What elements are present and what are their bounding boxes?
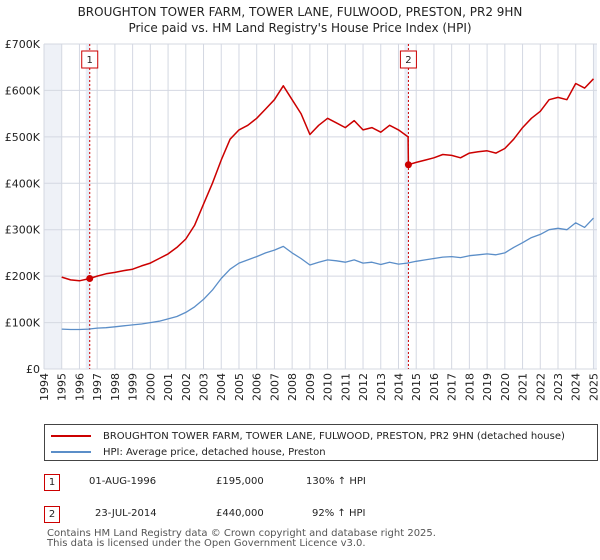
legend-swatch-hpi (51, 451, 91, 453)
x-tick-label: 2024 (570, 373, 583, 401)
transaction-hpi: 92% ↑ HPI (312, 508, 366, 519)
x-tick-label: 2021 (517, 373, 530, 401)
legend-item-property: BROUGHTON TOWER FARM, TOWER LANE, FULWOO… (51, 429, 565, 443)
x-tick-label: 2010 (322, 373, 335, 401)
annotation-band (404, 44, 409, 369)
transaction-hpi: 130% ↑ HPI (306, 476, 366, 487)
chart-title: BROUGHTON TOWER FARM, TOWER LANE, FULWOO… (77, 5, 523, 19)
legend-item-hpi: HPI: Average price, detached house, Pres… (51, 445, 326, 459)
annotation-band (85, 44, 90, 369)
series-line-hpi (61, 217, 594, 331)
y-tick-label: £400K (5, 177, 41, 190)
x-tick-label: 2020 (499, 373, 512, 401)
legend-swatch-property (51, 435, 91, 437)
x-tick-label: 1995 (56, 373, 69, 401)
x-tick-label: 2007 (268, 373, 281, 401)
x-tick-label: 1997 (91, 373, 104, 401)
y-tick-label: £300K (5, 224, 41, 237)
x-tick-label: 2006 (251, 373, 264, 401)
x-tick-label: 2016 (428, 373, 441, 401)
x-tick-label: 1998 (109, 373, 122, 401)
x-tick-label: 2014 (392, 373, 405, 401)
annotation-box (81, 50, 99, 69)
transaction-marker: 1 (44, 474, 60, 491)
x-tick-label: 2004 (215, 373, 228, 401)
transaction-marker: 2 (44, 506, 60, 523)
transaction-price: £440,000 (216, 508, 264, 519)
annotation-box (399, 50, 417, 69)
sale-point (86, 274, 94, 282)
x-tick-label: 2012 (357, 373, 370, 401)
y-tick-label: £200K (5, 270, 41, 283)
x-tick-label: 2019 (481, 373, 494, 401)
chart-subtitle: Price paid vs. HM Land Registry's House … (128, 21, 472, 35)
transaction-date: 23-JUL-2014 (95, 508, 157, 519)
x-tick-label: 2009 (304, 373, 317, 401)
x-tick-label: 2015 (410, 373, 423, 401)
transaction-date: 01-AUG-1996 (89, 476, 157, 487)
annotation-label: 1 (87, 55, 93, 66)
legend-label-property: BROUGHTON TOWER FARM, TOWER LANE, FULWOO… (103, 430, 565, 442)
x-tick-label: 2022 (534, 373, 547, 401)
transaction-price: £195,000 (216, 476, 264, 487)
series-line-property (61, 78, 595, 282)
sale-point (404, 161, 412, 169)
y-tick-label: £0 (26, 363, 40, 376)
x-tick-label: 2011 (339, 373, 352, 401)
x-tick-label: 2018 (463, 373, 476, 401)
footer-copyright: Contains HM Land Registry data © Crown c… (47, 528, 436, 539)
y-tick-label: £500K (5, 131, 41, 144)
x-tick-label: 2005 (233, 373, 246, 401)
annotation-label: 2 (405, 55, 411, 66)
x-tick-label: 2008 (286, 373, 299, 401)
chart-legend: BROUGHTON TOWER FARM, TOWER LANE, FULWOO… (44, 424, 598, 461)
y-tick-label: £100K (5, 317, 41, 330)
x-tick-label: 2025 (587, 373, 600, 401)
y-tick-label: £600K (5, 84, 41, 97)
x-tick-label: 1999 (127, 373, 140, 401)
transaction-row: 1 01-AUG-1996 £195,000 130% ↑ HPI (44, 472, 598, 494)
x-tick-label: 2023 (552, 373, 565, 401)
footer-licence: This data is licensed under the Open Gov… (47, 538, 366, 549)
footer: Contains HM Land Registry data © Crown c… (47, 529, 436, 549)
transaction-row: 2 23-JUL-2014 £440,000 92% ↑ HPI (44, 504, 598, 526)
x-tick-label: 2013 (375, 373, 388, 401)
x-tick-label: 1996 (73, 373, 86, 401)
x-tick-label: 2003 (198, 373, 211, 401)
y-tick-label: £700K (5, 38, 41, 51)
legend-label-hpi: HPI: Average price, detached house, Pres… (103, 446, 326, 458)
x-tick-label: 2002 (180, 373, 193, 401)
x-tick-label: 1994 (38, 373, 51, 401)
price-chart: £0 £100K £200K £300K £400K £500K £600K £700K 199… (5, 38, 600, 401)
x-tick-label: 2000 (144, 373, 157, 401)
x-tick-label: 2001 (162, 373, 175, 401)
x-tick-label: 2017 (446, 373, 459, 401)
